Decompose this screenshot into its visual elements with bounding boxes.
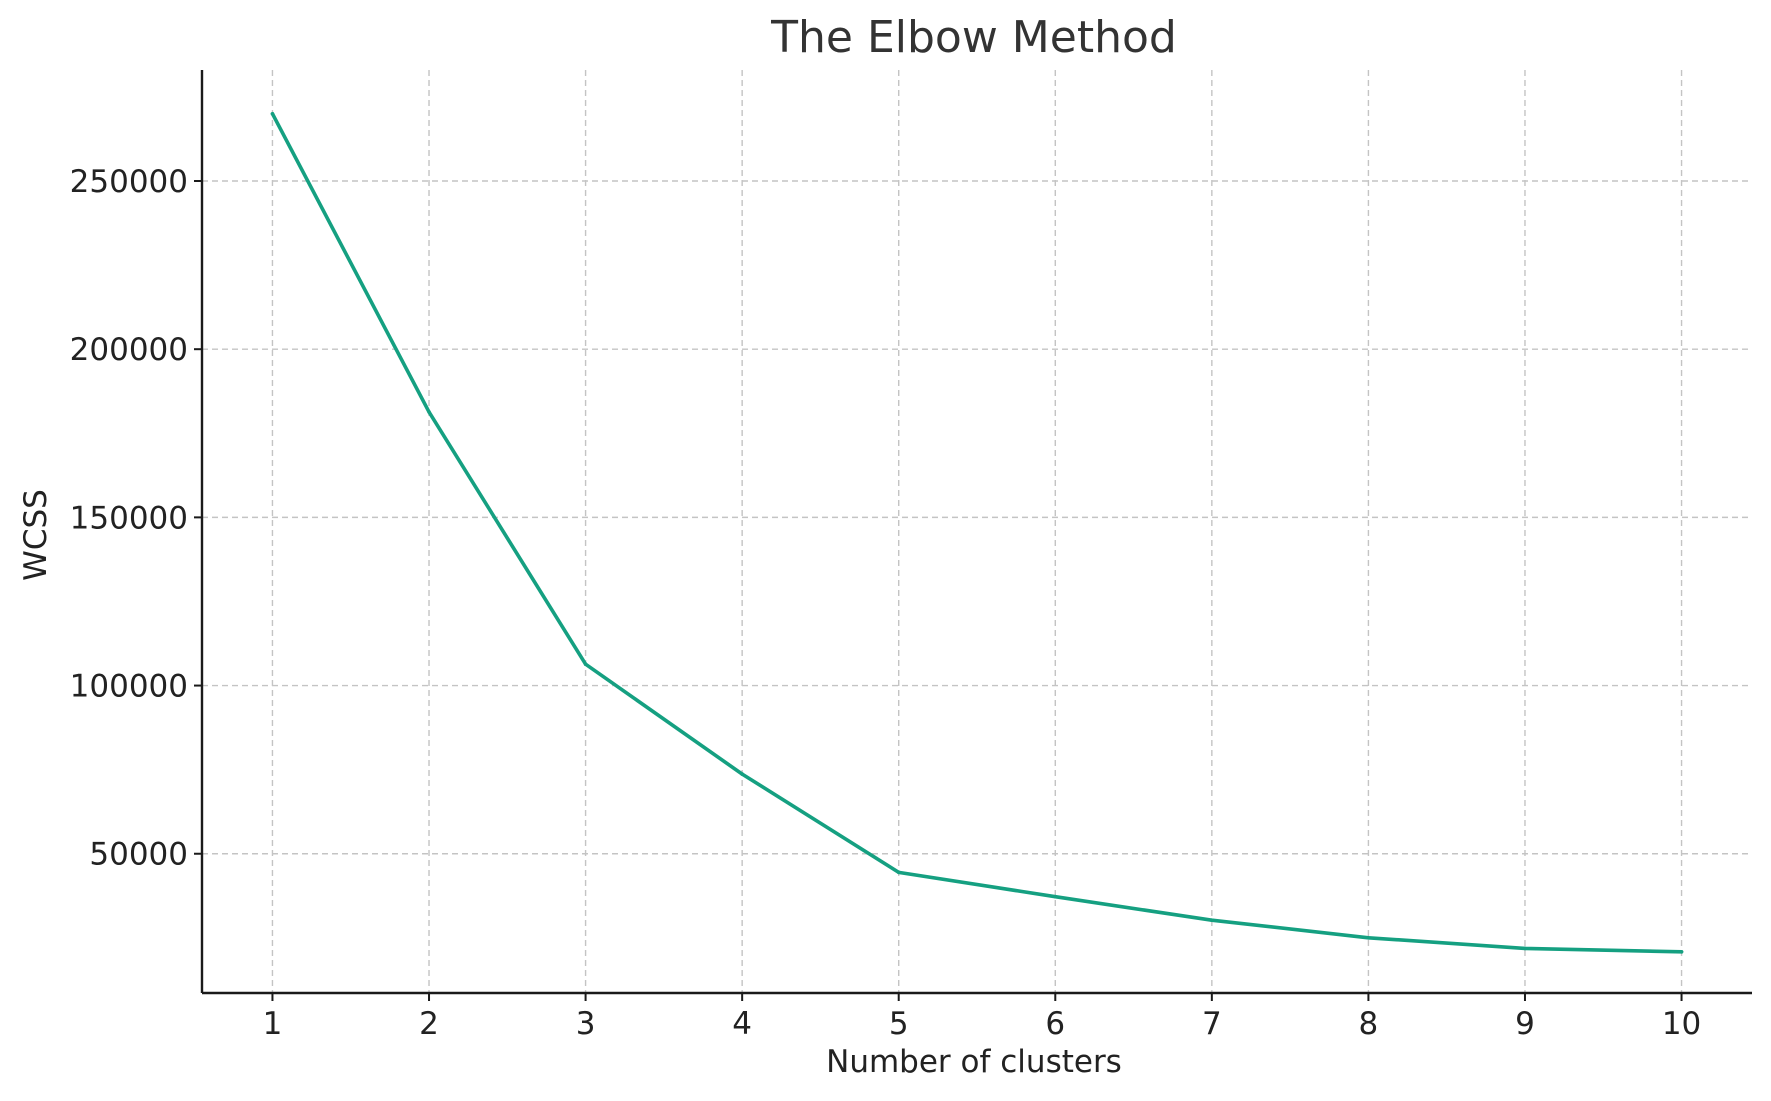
y-tick-label: 150000 (70, 500, 188, 536)
series-layer (270, 111, 1684, 954)
data-point (1366, 935, 1371, 940)
data-point (1523, 946, 1527, 951)
data-point (740, 772, 744, 776)
data-point (270, 111, 275, 116)
axes (194, 70, 1752, 1001)
x-tick-label: 10 (1662, 1006, 1701, 1042)
data-point (1679, 949, 1684, 954)
y-tick-label: 250000 (70, 164, 188, 200)
grid-lines (202, 70, 1752, 993)
x-tick-label: 5 (889, 1006, 909, 1042)
y-axis-label: WCSS (18, 489, 54, 581)
x-tick-label: 6 (1045, 1006, 1065, 1042)
x-tick-label: 4 (732, 1006, 752, 1042)
x-tick-label: 9 (1515, 1006, 1535, 1042)
x-axis-label: Number of clusters (826, 1044, 1122, 1080)
chart-title: The Elbow Method (770, 12, 1177, 63)
y-tick-label: 100000 (70, 669, 188, 705)
y-tick-label: 200000 (70, 332, 188, 368)
data-point (427, 410, 431, 414)
data-point (583, 662, 588, 667)
x-tick-label: 8 (1359, 1006, 1379, 1042)
x-tick-label: 3 (576, 1006, 596, 1042)
data-point (896, 870, 901, 875)
series-line (270, 112, 1684, 954)
x-tick-label: 2 (419, 1006, 439, 1042)
tick-labels: 1 2 3 4 5 6 7 8 9 10 50000 100000 150000 200000 250000 (70, 164, 1702, 1042)
x-tick-label: 1 (263, 1006, 283, 1042)
data-point (1053, 894, 1058, 899)
x-tick-label: 7 (1202, 1006, 1222, 1042)
y-tick-label: 50000 (89, 837, 188, 873)
data-point (1210, 918, 1214, 923)
